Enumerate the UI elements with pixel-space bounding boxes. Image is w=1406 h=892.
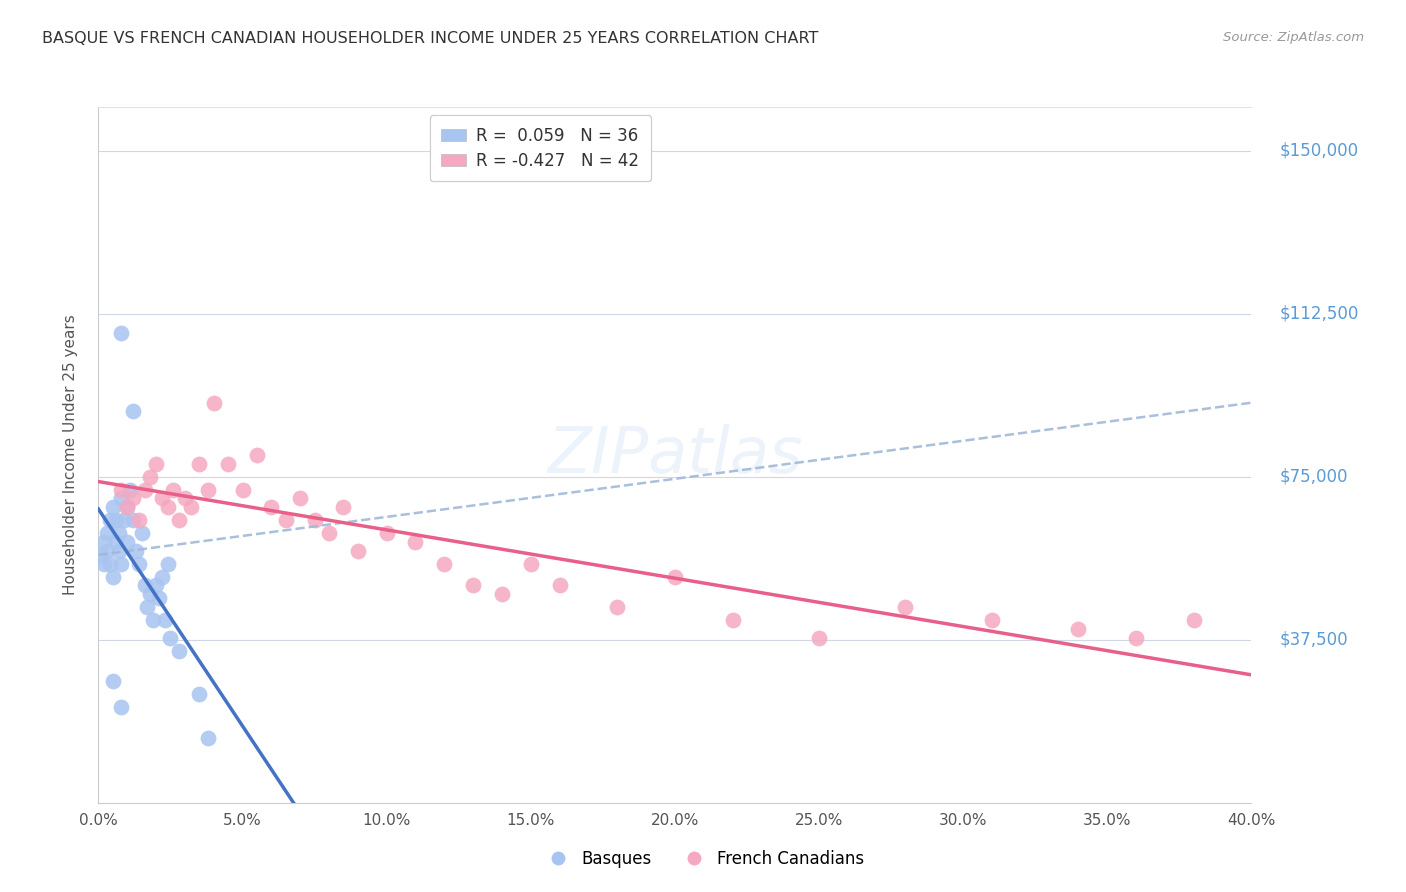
Point: [145, 457, 167, 471]
Point: [1067, 622, 1090, 636]
Point: [110, 491, 132, 506]
Point: [128, 513, 150, 527]
Point: [197, 483, 219, 497]
Point: [174, 491, 197, 506]
Point: [98, 557, 121, 571]
Point: [260, 500, 283, 514]
Point: [156, 500, 179, 514]
Point: [93, 557, 115, 571]
Point: [405, 535, 427, 549]
Point: [120, 483, 142, 497]
Point: [101, 570, 124, 584]
Point: [117, 500, 138, 514]
Point: [548, 578, 571, 592]
Point: [96, 526, 118, 541]
Point: [90, 548, 112, 562]
Point: [139, 469, 162, 483]
Point: [145, 578, 167, 592]
Point: [167, 513, 190, 527]
Text: $112,500: $112,500: [1279, 304, 1358, 323]
Point: [202, 396, 225, 410]
Text: $37,500: $37,500: [1279, 631, 1348, 648]
Point: [894, 600, 917, 615]
Point: [304, 513, 326, 527]
Point: [148, 591, 170, 606]
Point: [107, 543, 129, 558]
Point: [375, 526, 398, 541]
Point: [167, 643, 190, 657]
Point: [150, 491, 173, 506]
Text: BASQUE VS FRENCH CANADIAN HOUSEHOLDER INCOME UNDER 25 YEARS CORRELATION CHART: BASQUE VS FRENCH CANADIAN HOUSEHOLDER IN…: [42, 31, 818, 46]
Point: [721, 613, 744, 627]
Point: [332, 500, 354, 514]
Point: [98, 513, 121, 527]
Point: [93, 535, 115, 549]
Point: [110, 700, 132, 714]
Point: [606, 600, 628, 615]
Point: [231, 483, 254, 497]
Point: [117, 500, 138, 514]
Point: [131, 526, 153, 541]
Point: [96, 543, 118, 558]
Point: [318, 526, 340, 541]
Point: [107, 526, 129, 541]
Point: [150, 570, 173, 584]
Point: [101, 674, 124, 689]
Point: [290, 491, 312, 506]
Point: [346, 543, 368, 558]
Point: [159, 631, 181, 645]
Point: [110, 483, 132, 497]
Text: $75,000: $75,000: [1279, 467, 1348, 485]
Point: [104, 513, 127, 527]
Point: [136, 600, 159, 615]
Y-axis label: Householder Income Under 25 years: Householder Income Under 25 years: [63, 315, 77, 595]
Point: [246, 448, 269, 462]
Point: [128, 557, 150, 571]
Point: [101, 500, 124, 514]
Legend: R =  0.059   N = 36, R = -0.427   N = 42: R = 0.059 N = 36, R = -0.427 N = 42: [430, 115, 651, 181]
Text: ZIPatlas: ZIPatlas: [547, 424, 803, 486]
Point: [125, 543, 148, 558]
Point: [461, 578, 484, 592]
Point: [188, 457, 211, 471]
Point: [110, 326, 132, 341]
Point: [807, 631, 830, 645]
Point: [1125, 631, 1147, 645]
Point: [491, 587, 513, 601]
Point: [1182, 613, 1205, 627]
Point: [122, 404, 145, 418]
Point: [112, 513, 135, 527]
Point: [981, 613, 1004, 627]
Legend: Basques, French Canadians: Basques, French Canadians: [536, 844, 870, 875]
Point: [217, 457, 239, 471]
Text: $150,000: $150,000: [1279, 142, 1358, 160]
Point: [134, 483, 156, 497]
Point: [162, 483, 184, 497]
Point: [110, 557, 132, 571]
Point: [117, 535, 138, 549]
Point: [274, 513, 297, 527]
Point: [664, 570, 686, 584]
Point: [433, 557, 456, 571]
Point: [153, 613, 176, 627]
Text: Source: ZipAtlas.com: Source: ZipAtlas.com: [1223, 31, 1364, 45]
Point: [104, 535, 127, 549]
Point: [134, 578, 156, 592]
Point: [188, 687, 211, 701]
Point: [122, 491, 145, 506]
Point: [156, 557, 179, 571]
Point: [197, 731, 219, 745]
Point: [122, 513, 145, 527]
Point: [139, 587, 162, 601]
Point: [520, 557, 543, 571]
Point: [180, 500, 202, 514]
Point: [142, 613, 165, 627]
